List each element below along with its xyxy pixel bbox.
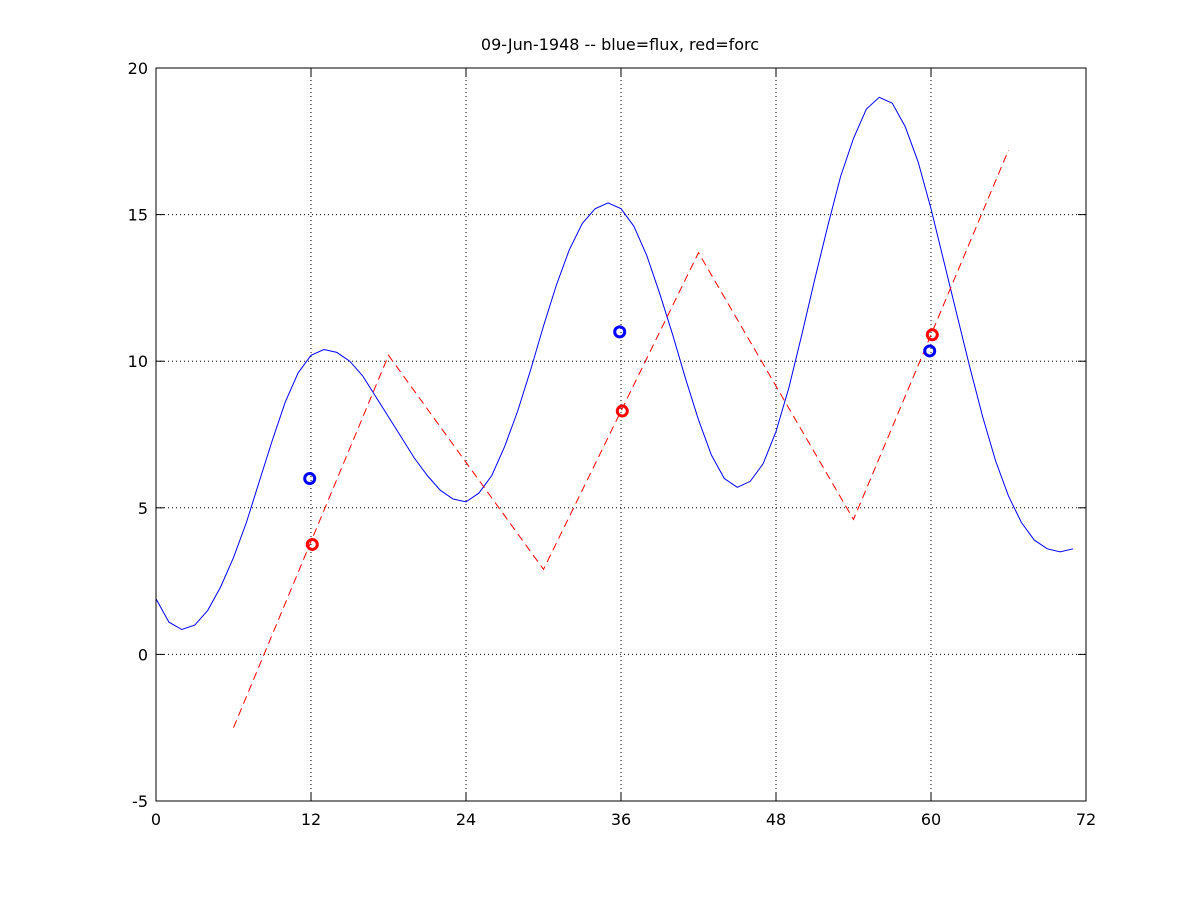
- y-tick-label: 10: [128, 352, 148, 371]
- y-tick-label: 0: [138, 645, 148, 664]
- x-tick-label: 24: [456, 810, 476, 829]
- x-tick-label: 72: [1076, 810, 1096, 829]
- grid-lines: [156, 68, 1086, 801]
- x-tick-label: 60: [921, 810, 941, 829]
- y-tick-label: 20: [128, 59, 148, 78]
- y-tick-label: 5: [138, 499, 148, 518]
- y-tick-label: 15: [128, 206, 148, 225]
- forc-marker: [925, 328, 939, 342]
- y-tick-label: -5: [132, 792, 148, 811]
- marker-layer: [303, 325, 939, 551]
- x-tick-label: 12: [301, 810, 321, 829]
- x-tick-label: 48: [766, 810, 786, 829]
- forc-marker: [615, 404, 629, 418]
- flux-marker: [923, 344, 937, 358]
- flux-marker: [613, 325, 627, 339]
- forc-marker: [305, 537, 319, 551]
- forc-series-line: [233, 149, 1009, 728]
- x-tick-label: 0: [151, 810, 161, 829]
- series-layer: [155, 96, 1074, 728]
- x-tick-label: 36: [611, 810, 631, 829]
- flux-marker: [303, 471, 317, 485]
- chart-title: 09-Jun-1948 -- blue=flux, red=forc: [481, 35, 759, 54]
- flux-series-line: [155, 96, 1074, 631]
